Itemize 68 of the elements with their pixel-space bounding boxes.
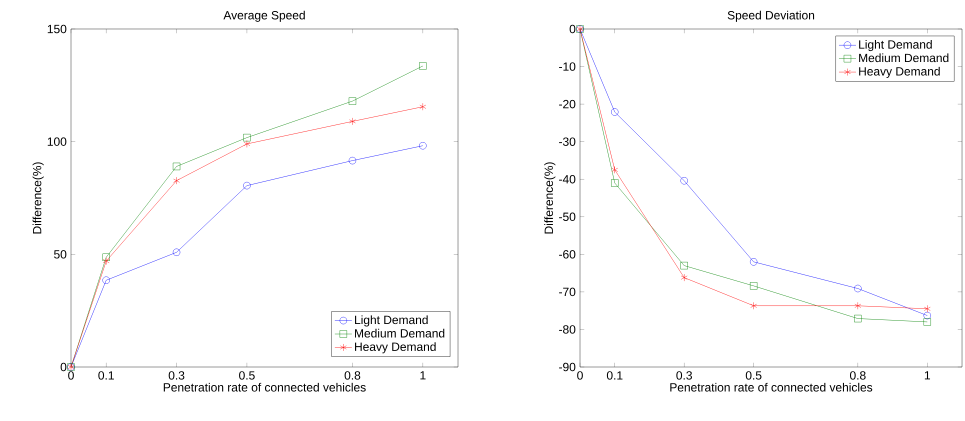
point [419, 62, 427, 70]
point [680, 177, 688, 184]
point [750, 282, 758, 290]
x-tick-label: 0.1 [606, 371, 622, 380]
point [102, 276, 110, 284]
point [172, 248, 180, 256]
point [924, 312, 931, 320]
y-tick-label: -20 [559, 100, 576, 108]
legend-label: Heavy Demand [859, 66, 940, 78]
y-tick-label: -80 [559, 325, 576, 334]
point [173, 176, 180, 184]
legend-label: Heavy Demand [355, 342, 436, 354]
point [611, 108, 618, 116]
y-tick-label: 0 [60, 362, 66, 372]
point [924, 318, 931, 326]
y-tick-label: 100 [48, 137, 66, 146]
point [924, 305, 931, 312]
point [243, 182, 251, 190]
point [420, 103, 426, 110]
point [680, 262, 688, 270]
x-tick-label: 0.1 [98, 371, 114, 380]
point [243, 134, 251, 142]
y-tick-label: -10 [559, 62, 576, 71]
y-tick-label: 0 [570, 24, 576, 34]
x-tick-label: 0.5 [239, 371, 255, 380]
point [348, 97, 356, 105]
y-axis-title: Difference(%) [32, 162, 44, 234]
x-tick-label: 0.3 [168, 371, 184, 380]
point [854, 314, 862, 322]
point [612, 166, 618, 174]
chart-title: Average Speed [223, 10, 305, 22]
point [854, 284, 862, 292]
point [611, 179, 618, 187]
x-tick-label: 0 [577, 371, 583, 380]
point [680, 274, 688, 282]
point [349, 118, 356, 126]
chart-title: Speed Deviation [728, 10, 814, 22]
y-tick-label: -30 [559, 137, 576, 146]
y-tick-label: 150 [48, 24, 66, 34]
x-tick-label: 0.5 [746, 371, 762, 380]
point [854, 302, 862, 310]
legend-label: Medium Demand [355, 328, 444, 338]
point [102, 257, 110, 265]
y-tick-label: -50 [559, 212, 576, 222]
point [244, 140, 250, 148]
point [348, 156, 356, 164]
x-axis-title: Penetration rate of connected vehicles [164, 382, 366, 392]
y-tick-label: -40 [559, 174, 576, 184]
legend-label: Light Demand [859, 40, 932, 52]
y-tick-label: -90 [559, 362, 576, 372]
y-tick-label: -70 [559, 288, 576, 296]
x-tick-label: 0.3 [676, 371, 692, 380]
legend-label: Medium Demand [859, 53, 948, 62]
y-tick-label: 50 [54, 250, 66, 259]
x-axis-title: Penetration rate of connected vehicles [670, 382, 872, 392]
point [172, 162, 180, 170]
point [419, 142, 427, 150]
x-tick-label: 1 [924, 371, 930, 380]
point [750, 302, 757, 310]
y-axis-title: Difference(%) [544, 162, 556, 234]
point [102, 254, 110, 261]
x-tick-label: 0.8 [344, 371, 360, 380]
point [750, 258, 758, 266]
x-tick-label: 1 [420, 371, 426, 380]
x-tick-label: 0.8 [850, 371, 866, 380]
y-tick-label: -60 [559, 250, 576, 259]
legend-label: Light Demand [355, 315, 428, 326]
x-tick-label: 0 [68, 371, 74, 380]
